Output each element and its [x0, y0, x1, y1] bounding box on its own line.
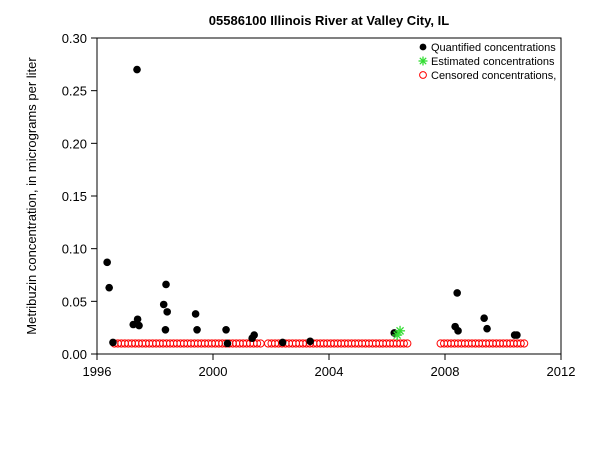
legend-entries: Quantified concentrations Estimated conce… — [418, 42, 562, 82]
quantified-point — [159, 300, 168, 309]
censored-point — [399, 339, 408, 348]
censored-point — [252, 339, 262, 348]
y-tick-label: 0.10 — [62, 242, 87, 257]
legend: Quantified concentrations Estimated conce… — [418, 42, 562, 82]
legend-marker — [419, 43, 427, 51]
quantified-point — [135, 321, 143, 330]
legend-marker — [419, 71, 427, 79]
legend-marker — [418, 56, 428, 66]
y-axis-label: Metribuzin concentration, in micrograms … — [24, 57, 39, 335]
x-tick-label: 2000 — [199, 364, 228, 379]
quantified-point — [483, 324, 491, 333]
quantified-point — [162, 280, 170, 289]
x-tick-label: 1996 — [83, 364, 112, 379]
quantified-point — [161, 325, 170, 334]
quantified-point — [109, 338, 117, 347]
censored-point — [520, 339, 529, 348]
chart-title: 05586100 Illinois River at Valley City, … — [209, 13, 449, 28]
x-tick-label: 2008 — [431, 364, 460, 379]
axes: 1996 2000 2004 2008 2012 0.00 0.05 0.10 0.15 0.20… — [62, 31, 576, 379]
quantified-point — [105, 283, 113, 292]
y-tick-label: 0.20 — [62, 136, 87, 151]
quantified-point — [163, 308, 171, 316]
legend-label: Estimated concentrations — [431, 56, 555, 68]
quantified-point — [129, 320, 138, 329]
quantified-point — [278, 338, 287, 347]
quantified-point — [222, 325, 230, 334]
y-tick-label: 0.15 — [62, 189, 87, 204]
quantified-point — [250, 331, 258, 339]
censored-point — [403, 339, 412, 348]
quantified-point — [513, 331, 521, 339]
quantified-point — [480, 314, 488, 322]
quantified-point — [223, 339, 232, 348]
quantified-point — [133, 315, 142, 324]
legend-label: Quantified concentrations — [431, 42, 556, 54]
legend-entry: Censored concentrations, l — [419, 70, 562, 82]
quantified-point — [103, 258, 111, 267]
x-tick-label: 2004 — [315, 364, 344, 379]
quantified-point — [191, 310, 200, 318]
y-tick-label: 0.05 — [62, 294, 87, 309]
x-tick-label: 2012 — [547, 364, 576, 379]
estimated-point — [395, 325, 406, 336]
quantified-point — [454, 327, 462, 335]
legend-label: Censored concentrations, l — [431, 70, 562, 82]
legend-entry: Quantified concentrations — [419, 42, 556, 54]
censored-point — [516, 339, 525, 348]
legend-entry: Estimated concentrations — [418, 56, 555, 68]
y-tick-label: 0.00 — [62, 347, 87, 362]
data-points — [103, 65, 529, 348]
y-tick-label: 0.30 — [62, 31, 87, 46]
quantified-point — [133, 65, 141, 74]
quantified-point — [306, 337, 314, 346]
quantified-point — [453, 289, 461, 297]
y-tick-label: 0.25 — [62, 84, 87, 99]
quantified-point — [193, 325, 201, 334]
